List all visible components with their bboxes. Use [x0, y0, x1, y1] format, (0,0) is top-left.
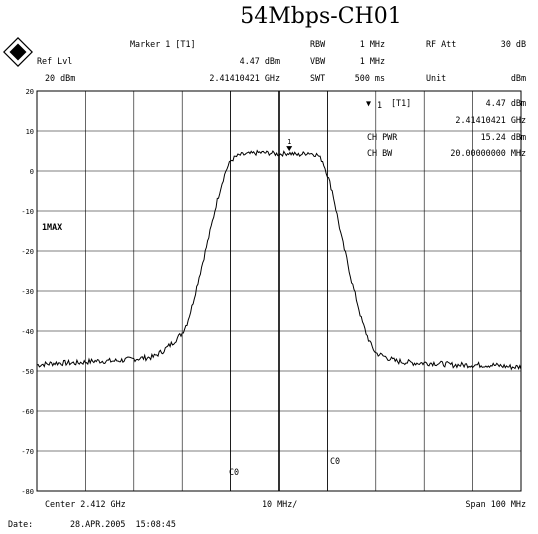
y-tick-labels: 20 10 0 -10 -20 -30 -40 -50 -60 -70 -80 — [21, 88, 34, 496]
vbw-label: VBW — [310, 56, 326, 66]
rohde-schwarz-logo-icon — [3, 37, 33, 67]
marker-level: 4.47 dBm — [239, 56, 280, 66]
marker-label: 1 — [287, 138, 291, 146]
date-value: 28.APR.2005 15:08:45 — [70, 519, 176, 529]
ch-pwr-label: CH PWR — [367, 132, 398, 142]
rf-att-label: RF Att — [426, 39, 457, 49]
date-label: Date: — [8, 519, 34, 529]
swt-label: SWT — [310, 73, 326, 83]
marker-label: Marker 1 [T1] — [130, 39, 196, 49]
rbw-value: 1 MHz — [359, 39, 385, 49]
ch-bw-label: CH BW — [367, 148, 393, 158]
y-tick-label: 10 — [26, 128, 34, 136]
info-marker-arrow-icon: ▼ — [366, 98, 372, 108]
frequency-per-division: 10 MHz/ — [262, 499, 298, 509]
y-tick-label: -60 — [21, 408, 34, 416]
y-tick-label: -80 — [21, 488, 34, 496]
channel-label-right: C0 — [330, 456, 341, 466]
unit-label: Unit — [426, 73, 447, 83]
y-tick-label: -50 — [21, 368, 34, 376]
marker-frequency: 2.41410421 GHz — [209, 73, 280, 83]
marker-1: 1 — [286, 138, 293, 152]
y-tick-label: -10 — [21, 208, 34, 216]
swt-value: 500 ms — [354, 73, 385, 83]
trace-label: 1MAX — [42, 222, 63, 232]
rbw-label: RBW — [310, 39, 326, 49]
ch-pwr-value: 15.24 dBm — [480, 132, 526, 142]
y-tick-label: 20 — [26, 88, 34, 96]
y-tick-label: -20 — [21, 248, 34, 256]
rf-att-value: 30 dB — [500, 39, 526, 49]
unit-value: dBm — [510, 73, 526, 83]
y-tick-label: 0 — [30, 168, 34, 176]
info-marker-frequency: 2.41410421 GHz — [455, 115, 526, 125]
ref-lvl-value: 20 dBm — [45, 73, 76, 83]
span-value: Span 100 MHz — [465, 499, 526, 509]
chart-title: 54Mbps-CH01 — [240, 4, 402, 29]
marker-triangle-icon — [286, 146, 293, 152]
vbw-value: 1 MHz — [359, 56, 385, 66]
center-frequency: Center 2.412 GHz — [45, 499, 126, 509]
info-marker-tag: [T1] — [391, 98, 412, 108]
channel-lines — [230, 91, 328, 491]
trace-1max — [36, 149, 522, 371]
info-marker-level: 4.47 dBm — [485, 98, 526, 108]
y-tick-label: -40 — [21, 328, 34, 336]
channel-label-left: C0 — [229, 467, 240, 477]
plot-frame — [36, 90, 522, 492]
ch-bw-value: 20.00000000 MHz — [450, 148, 526, 158]
ref-lvl-label: Ref Lvl — [37, 56, 73, 66]
info-marker-id: 1 — [377, 100, 383, 110]
y-tick-label: -70 — [21, 448, 34, 456]
y-tick-label: -30 — [21, 288, 34, 296]
